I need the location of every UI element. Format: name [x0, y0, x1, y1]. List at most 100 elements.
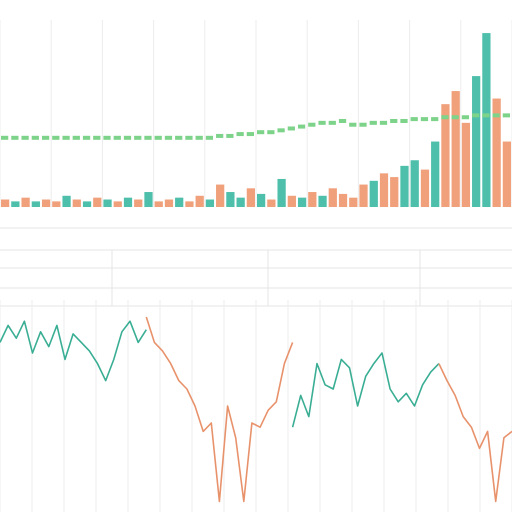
- line-point: [461, 115, 470, 120]
- bar: [236, 197, 245, 207]
- bar: [31, 201, 40, 207]
- line-point: [410, 117, 418, 122]
- line-point: [482, 113, 490, 118]
- bar: [216, 184, 225, 207]
- line-point: [338, 118, 347, 123]
- bar: [461, 122, 471, 207]
- bar: [328, 188, 337, 207]
- line-point: [390, 118, 398, 123]
- line-point: [144, 135, 152, 140]
- line-point: [297, 124, 306, 129]
- line-point: [175, 135, 183, 140]
- bar: [103, 199, 112, 207]
- line-point: [1, 135, 9, 140]
- bar: [441, 104, 450, 207]
- table-lines: [0, 227, 512, 307]
- bar: [267, 199, 276, 207]
- line-point: [349, 122, 357, 127]
- bar: [502, 141, 511, 207]
- line-point: [369, 120, 377, 125]
- line-point: [308, 122, 316, 127]
- line-point: [451, 115, 459, 120]
- bar: [41, 199, 51, 207]
- line-point: [41, 135, 50, 140]
- bar: [195, 195, 204, 207]
- line-point: [113, 135, 121, 140]
- line-point: [441, 115, 449, 120]
- bar: [123, 197, 133, 207]
- bar: [318, 195, 327, 207]
- line-point: [195, 135, 203, 140]
- line-series: [145, 316, 512, 503]
- bar: [257, 193, 266, 207]
- bar: [226, 192, 235, 207]
- bar: [1, 199, 10, 207]
- bar: [472, 76, 481, 207]
- bar: [451, 91, 460, 207]
- line-series: [0, 320, 440, 428]
- bar: [359, 184, 368, 207]
- line-point: [287, 126, 295, 131]
- line-point: [103, 135, 111, 140]
- line-point: [216, 133, 224, 138]
- line-point: [431, 117, 439, 122]
- bar: [492, 98, 501, 207]
- line-point: [164, 135, 173, 140]
- line-point: [328, 120, 336, 125]
- bar: [369, 180, 378, 207]
- bar: [400, 165, 409, 207]
- bar: [338, 193, 348, 207]
- line-point: [185, 135, 193, 140]
- bar: [390, 177, 399, 207]
- bar: [93, 197, 102, 207]
- line-point: [11, 135, 19, 140]
- bar: [52, 201, 61, 207]
- line-point: [82, 135, 91, 140]
- bar: [482, 33, 491, 208]
- bar: [62, 195, 71, 207]
- bar: [277, 178, 286, 207]
- bar: [185, 201, 194, 207]
- bar: [11, 201, 20, 207]
- line-point: [52, 135, 60, 140]
- bar: [154, 201, 163, 207]
- line-point: [246, 132, 254, 137]
- bar: [113, 201, 122, 207]
- bar: [349, 197, 358, 207]
- line-point: [277, 128, 285, 133]
- line-point: [134, 135, 142, 140]
- bar: [246, 188, 255, 207]
- line-point: [72, 135, 80, 140]
- line-point: [359, 122, 367, 127]
- bar: [164, 199, 174, 207]
- line-point: [236, 132, 244, 137]
- line-point: [257, 130, 265, 135]
- bar: [175, 197, 184, 207]
- bar: [379, 173, 389, 207]
- bar: [297, 197, 307, 207]
- line-point: [123, 135, 132, 140]
- bar: [420, 169, 430, 207]
- bar: [308, 192, 317, 207]
- line-point: [31, 135, 39, 140]
- bar: [144, 192, 153, 207]
- bar: [205, 199, 215, 207]
- line-point: [226, 133, 234, 138]
- line-point: [21, 135, 29, 140]
- line-point: [420, 117, 429, 122]
- bar: [82, 201, 92, 207]
- line-point: [93, 135, 101, 140]
- bar: [287, 195, 296, 207]
- bar: [134, 199, 143, 207]
- line-point: [267, 130, 275, 135]
- line-point: [62, 135, 70, 140]
- bar: [21, 197, 30, 207]
- line-point: [400, 118, 408, 123]
- line-point: [502, 113, 510, 118]
- line-point: [154, 135, 162, 140]
- line-point: [492, 113, 500, 118]
- line-point: [318, 120, 326, 125]
- bar: [72, 199, 81, 207]
- bar: [431, 141, 440, 207]
